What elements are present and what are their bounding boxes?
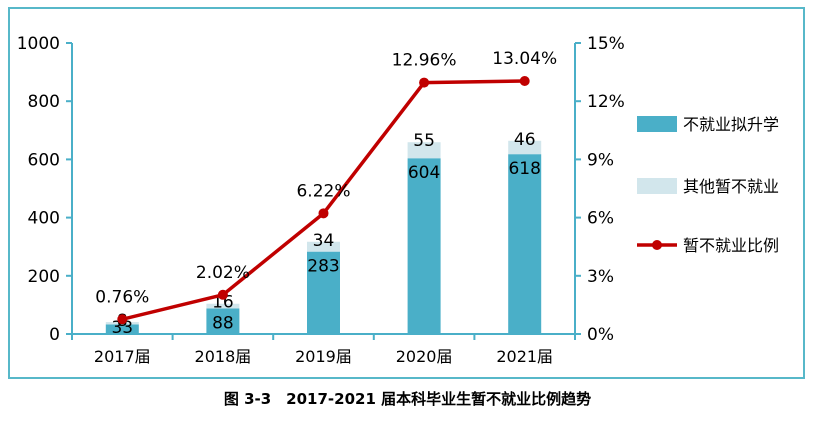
x-axis-tick-label: 2020届 (396, 347, 453, 366)
bar-other-not-employed (407, 142, 441, 159)
legend-label-further-study: 不就业拟升学 (683, 115, 779, 134)
legend-swatch-other (637, 178, 677, 194)
bar-data-label: 618 (508, 159, 540, 179)
bar-other-not-employed (508, 140, 542, 155)
bar-not-employed-further-study (105, 324, 139, 334)
bar-not-employed-further-study (307, 251, 340, 334)
ratio-data-label: 6.22% (296, 181, 350, 201)
left-axis-tick-label: 200 (28, 267, 60, 287)
chart-frame (8, 7, 805, 379)
bar-not-employed-further-study (508, 154, 542, 334)
right-axis-tick-label: 0% (587, 325, 614, 345)
right-axis-tick-label: 3% (587, 267, 614, 287)
bar-data-label: 33 (111, 318, 133, 338)
left-axis-tick-label: 800 (28, 92, 60, 112)
bar-other-not-employed (307, 241, 340, 252)
bar-data-label: 604 (408, 163, 440, 183)
legend-swatch-ratio-point (652, 240, 662, 250)
ratio-data-label: 0.76% (95, 287, 149, 307)
bar-not-employed-further-study (407, 158, 441, 334)
ratio-point (117, 314, 128, 325)
bar-data-label: 46 (514, 130, 536, 150)
bar-data-label: 34 (313, 231, 335, 251)
ratio-point (318, 208, 329, 219)
legend-label-other: 其他暂不就业 (683, 177, 779, 196)
left-axis-tick-label: 0 (49, 325, 60, 345)
legend-label-ratio: 暂不就业比例 (683, 236, 779, 255)
right-axis-tick-label: 6% (587, 209, 614, 229)
left-axis-tick-label: 400 (28, 209, 60, 229)
bar-data-label: 88 (212, 313, 234, 333)
ratio-data-label: 13.04% (492, 49, 557, 69)
ratio-data-label: 2.02% (196, 263, 250, 283)
right-axis-tick-label: 15% (587, 34, 625, 54)
x-axis-tick-label: 2021届 (496, 347, 553, 366)
x-axis-tick-label: 2019届 (295, 347, 352, 366)
legend-swatch-further-study (637, 116, 677, 132)
figure-caption: 图 3-3 2017-2021 届本科毕业生暂不就业比例趋势 (223, 390, 592, 408)
x-axis-tick-label: 2018届 (195, 347, 252, 366)
ratio-point (419, 77, 430, 88)
x-axis-tick-label: 2017届 (94, 347, 151, 366)
bar-data-label: 55 (413, 131, 435, 151)
ratio-point (519, 76, 530, 87)
bar-data-label: 283 (307, 257, 339, 277)
ratio-data-label: 12.96% (392, 51, 457, 71)
ratio-point (217, 289, 228, 300)
left-axis-tick-label: 600 (28, 150, 60, 170)
bar-other-not-employed (206, 303, 240, 309)
left-axis-tick-label: 1000 (17, 34, 60, 54)
bar-not-employed-further-study (206, 308, 240, 334)
right-axis-tick-label: 12% (587, 92, 625, 112)
right-axis-tick-label: 9% (587, 150, 614, 170)
